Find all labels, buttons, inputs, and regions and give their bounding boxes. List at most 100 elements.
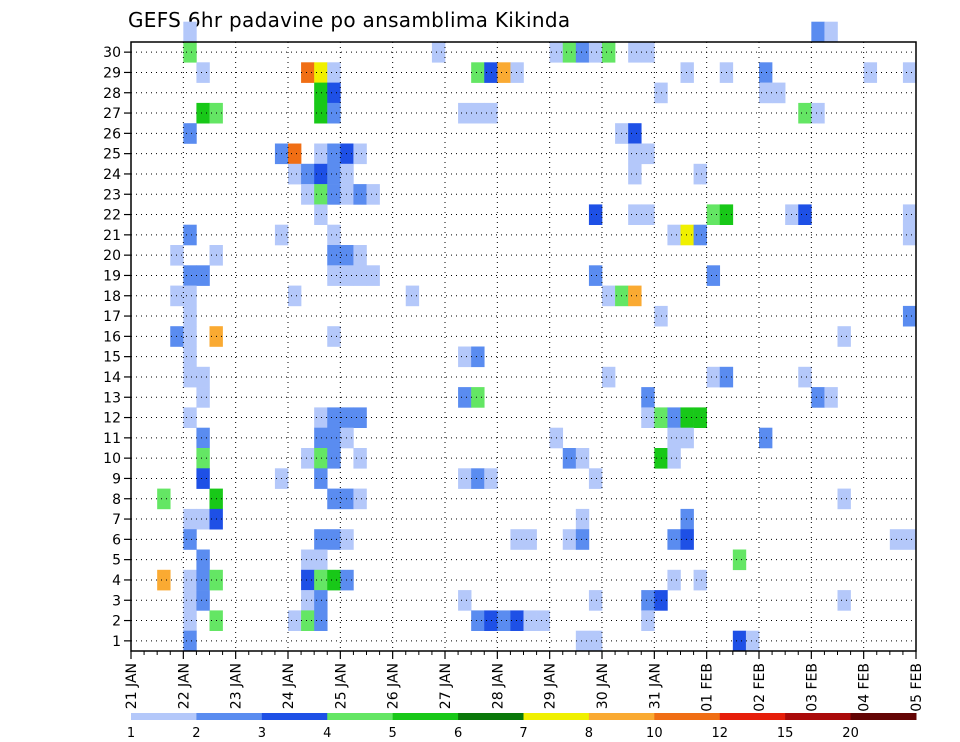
data-cell	[497, 610, 511, 631]
x-tick-label: 04 FEB	[857, 663, 873, 712]
data-cell	[340, 529, 354, 550]
data-cell	[353, 245, 367, 266]
data-cell	[575, 529, 590, 550]
y-tick-label: 8	[112, 492, 121, 508]
data-cell	[680, 62, 694, 83]
colorbar-segment	[523, 713, 590, 720]
data-cell	[183, 265, 197, 286]
data-cell	[196, 366, 210, 388]
data-cell	[353, 448, 367, 469]
data-cell	[314, 590, 328, 611]
data-cell	[183, 529, 197, 550]
data-cell	[667, 407, 681, 428]
data-cell	[196, 102, 210, 124]
y-tick-label: 26	[103, 126, 121, 142]
data-cell	[327, 62, 341, 83]
data-cell	[314, 549, 328, 571]
data-cell	[680, 224, 694, 246]
y-tick-label: 1	[112, 634, 121, 650]
data-cell	[902, 204, 917, 225]
data-cell	[902, 224, 917, 246]
y-tick-label: 5	[112, 553, 121, 569]
colorbar-label: 5	[389, 726, 397, 741]
data-cell	[301, 610, 315, 631]
x-tick-label: 22 JAN	[176, 663, 192, 709]
data-cell	[588, 468, 603, 489]
colorbar-label: 12	[711, 726, 728, 741]
colorbar-segment	[131, 713, 197, 720]
data-cell	[798, 204, 812, 225]
data-cell	[575, 508, 590, 530]
y-tick-label: 21	[103, 228, 121, 244]
data-cell	[183, 285, 197, 307]
data-cell	[353, 143, 367, 165]
data-cell	[811, 102, 825, 124]
x-tick-label: 23 JAN	[229, 663, 245, 709]
colorbar-segment	[719, 713, 786, 720]
x-tick-label: 03 FEB	[804, 663, 820, 712]
data-cell	[353, 407, 367, 428]
data-cell	[824, 21, 838, 43]
y-tick-label: 9	[112, 471, 121, 487]
data-cell	[340, 245, 354, 266]
data-cell	[575, 42, 590, 63]
data-cell	[863, 62, 878, 83]
data-cell	[510, 62, 524, 83]
data-cell	[314, 448, 328, 469]
data-cell	[641, 143, 655, 165]
y-tick-label: 28	[103, 86, 121, 102]
chart-title: GEFS 6hr padavine po ansamblima Kikinda	[128, 8, 571, 32]
y-tick-label: 11	[103, 431, 121, 447]
data-cell	[301, 448, 315, 469]
data-cell	[536, 610, 550, 631]
x-tick-label: 29 JAN	[543, 663, 559, 709]
data-cell	[327, 448, 341, 469]
data-cell	[327, 245, 341, 266]
y-tick-label: 14	[103, 370, 121, 386]
data-cell	[196, 590, 210, 611]
colorbar-segment	[850, 713, 917, 720]
data-cell	[183, 305, 197, 327]
colorbar-label: 6	[454, 726, 462, 741]
data-cell	[693, 163, 707, 185]
data-cell	[458, 346, 472, 368]
data-cell	[314, 569, 328, 591]
data-cell	[340, 427, 354, 449]
data-cell	[327, 529, 341, 550]
data-cell	[602, 42, 616, 63]
data-cell	[458, 590, 472, 611]
data-cell	[327, 488, 341, 510]
data-cell	[641, 407, 655, 428]
plot-frame	[130, 41, 917, 652]
y-tick-label: 18	[103, 289, 121, 305]
data-cell	[327, 184, 341, 205]
data-cell	[196, 427, 210, 449]
data-cell	[327, 82, 341, 104]
data-cell	[798, 102, 812, 124]
colorbar-label: 4	[323, 726, 331, 741]
data-cell	[196, 448, 210, 469]
colorbar-segment	[196, 713, 263, 720]
data-cell	[523, 610, 537, 631]
data-cell	[301, 184, 315, 205]
y-tick-label: 7	[112, 512, 121, 528]
data-cell	[301, 590, 315, 611]
colorbar-segment	[785, 713, 852, 720]
data-cell	[575, 448, 590, 469]
data-cell	[811, 387, 825, 408]
data-cell	[680, 427, 694, 449]
data-cell	[301, 549, 315, 571]
data-cell	[288, 285, 302, 307]
y-tick-label: 23	[103, 187, 121, 203]
data-cell	[628, 163, 642, 185]
data-cell	[301, 62, 315, 83]
data-cell	[314, 468, 328, 489]
data-cell	[327, 265, 341, 286]
data-cell	[811, 21, 825, 43]
y-tick-label: 3	[112, 593, 121, 609]
data-cell	[196, 508, 210, 530]
colorbar-segment	[588, 713, 655, 720]
y-tick-label: 13	[103, 390, 121, 406]
data-cell	[523, 529, 537, 550]
data-cell	[340, 407, 354, 428]
